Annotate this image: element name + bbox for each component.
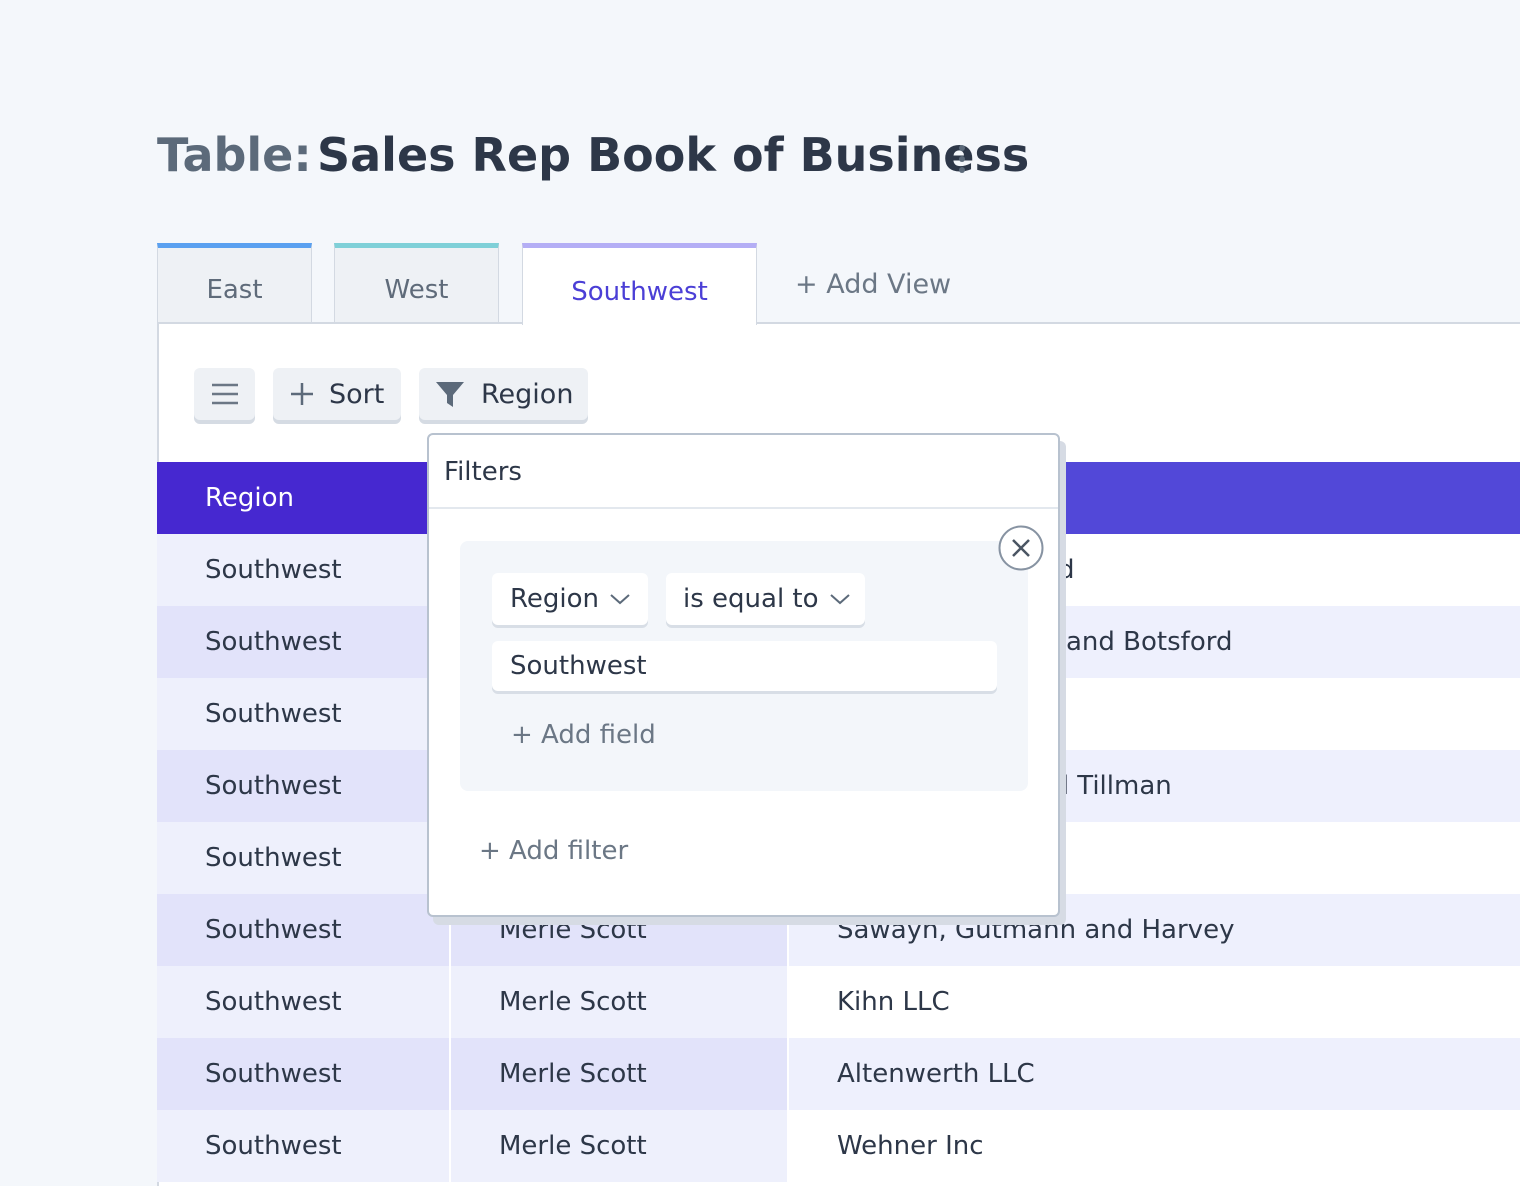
account-cell: Altenwerth LLC bbox=[789, 1038, 1520, 1110]
account-cell: Wehner Inc bbox=[789, 1110, 1520, 1182]
account-cell: Kihn LLC bbox=[789, 966, 1520, 1038]
table-title: Sales Rep Book of Business bbox=[317, 128, 1030, 182]
add-filter[interactable]: + Add filter bbox=[479, 836, 629, 866]
add-field[interactable]: + Add field bbox=[511, 720, 656, 750]
table-label: Table: bbox=[157, 128, 312, 182]
rep-cell: Merle Scott bbox=[451, 1110, 787, 1182]
tab[interactable]: West bbox=[334, 243, 499, 323]
tab-active[interactable]: Southwest bbox=[522, 243, 757, 325]
column-header: Region bbox=[205, 483, 295, 513]
menu-button[interactable] bbox=[194, 368, 255, 420]
rep-cell: Merle Scott bbox=[451, 966, 787, 1038]
rep-cell: Merle Scott bbox=[451, 1038, 787, 1110]
tab[interactable]: East bbox=[157, 243, 312, 323]
operator-label: is equal to bbox=[683, 584, 819, 614]
filter-label: Region bbox=[481, 378, 574, 410]
region-cell: Southwest bbox=[157, 822, 449, 894]
region-cell: Southwest bbox=[157, 678, 449, 750]
filter-button[interactable]: Region bbox=[419, 368, 588, 420]
region-cell: Southwest bbox=[157, 1110, 449, 1182]
add-view[interactable]: + Add View bbox=[795, 269, 952, 300]
value-text: Southwest bbox=[510, 651, 647, 681]
filter-popup: Filters Region is equal to Southwest + A… bbox=[427, 433, 1060, 917]
more-menu[interactable] bbox=[952, 142, 972, 176]
region-cell: Southwest bbox=[157, 1038, 449, 1110]
sort-button[interactable]: Sort bbox=[273, 368, 401, 420]
region-cell: Southwest bbox=[157, 750, 449, 822]
region-cell: Southwest bbox=[157, 894, 449, 966]
field-select[interactable]: Region bbox=[492, 573, 648, 625]
header-cell bbox=[157, 462, 451, 534]
close-button[interactable] bbox=[998, 525, 1044, 571]
divider bbox=[429, 507, 1058, 509]
region-cell: Southwest bbox=[157, 966, 449, 1038]
value-input[interactable]: Southwest bbox=[492, 641, 997, 691]
sort-label: Sort bbox=[329, 378, 385, 410]
popup-title: Filters bbox=[444, 457, 522, 487]
operator-select[interactable]: is equal to bbox=[666, 573, 865, 625]
region-cell: Southwest bbox=[157, 534, 449, 606]
region-cell: Southwest bbox=[157, 606, 449, 678]
field-label: Region bbox=[510, 584, 600, 614]
